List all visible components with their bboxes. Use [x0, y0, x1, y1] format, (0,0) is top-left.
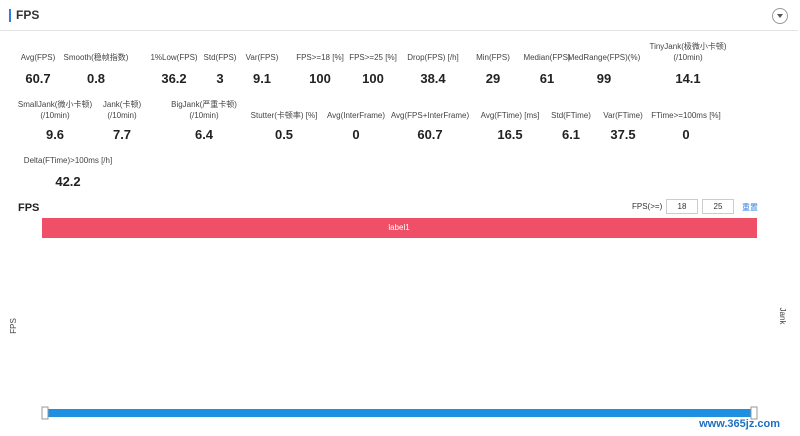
metric-value: 3 — [216, 71, 224, 86]
metric-value: 14.1 — [675, 71, 701, 86]
metric-label: FPS>=18 [%] — [296, 53, 344, 62]
metric-value: 16.5 — [497, 127, 523, 142]
metric-value: 42.2 — [55, 174, 81, 189]
metric-label: MedRange(FPS)(%) — [567, 53, 641, 62]
metric-label: SmallJank(微小卡顿) (/10min) — [17, 100, 93, 120]
title-accent — [9, 9, 11, 22]
metric-value: 38.4 — [420, 71, 446, 86]
band-label: label1 — [388, 223, 410, 232]
metric-label: Delta(FTime)>100ms [/h] — [23, 156, 113, 165]
metric-label: Avg(FPS+InterFrame) — [390, 111, 470, 120]
metric-label: Avg(FTime) [ms] — [480, 111, 540, 120]
threshold-input[interactable]: 25 — [702, 199, 734, 214]
metric-label: Std(FPS) — [203, 53, 237, 62]
metric-value: 0.5 — [274, 127, 294, 142]
y2-axis-label: Jank — [778, 308, 787, 326]
metric-value: 36.2 — [161, 71, 187, 86]
metric-value: 6.1 — [561, 127, 581, 142]
metric-label: Std(FTime) — [551, 111, 591, 120]
metric-label: Drop(FPS) [/h] — [407, 53, 459, 62]
metric-value: 37.5 — [610, 127, 636, 142]
metric-value: 0 — [352, 127, 360, 142]
metric-label: Jank(卡顿) (/10min) — [102, 100, 142, 120]
metric-label: Min(FPS) — [476, 53, 510, 62]
metric-value: 9.1 — [252, 71, 272, 86]
metric-label: Var(FPS) — [245, 53, 279, 62]
y-axis-label: FPS — [9, 318, 18, 334]
metric-label: FPS>=25 [%] — [349, 53, 397, 62]
metric-label: Stutter(卡顿率) [%] — [250, 111, 318, 120]
metric-value: 99 — [596, 71, 612, 86]
metric-label: 1%Low(FPS) — [150, 53, 198, 62]
metric-value: 7.7 — [112, 127, 132, 142]
metric-value: 6.4 — [194, 127, 214, 142]
metric-label: BigJank(严重卡顿) (/10min) — [171, 100, 237, 120]
scroll-handle[interactable] — [750, 406, 758, 420]
threshold-input[interactable]: 18 — [666, 199, 698, 214]
site-watermark: www.365jz.com — [698, 418, 780, 430]
metric-value: 0 — [682, 127, 690, 142]
metric-value: 60.7 — [25, 71, 51, 86]
metric-label: Avg(InterFrame) — [326, 111, 386, 120]
metric-label: Avg(FPS) — [20, 53, 56, 62]
metric-label: Smooth(稳帧指数) — [63, 53, 129, 62]
metric-label: Median(FPS) — [523, 53, 571, 62]
label-band — [42, 218, 757, 238]
chart-title: FPS — [18, 202, 39, 214]
header — [0, 0, 798, 31]
metric-label: TinyJank(极微小卡顿) (/10min) — [649, 42, 727, 62]
metric-value: 61 — [539, 71, 555, 86]
metric-value: 29 — [485, 71, 501, 86]
scroll-handle[interactable] — [41, 406, 49, 420]
metric-value: 60.7 — [417, 127, 443, 142]
scroll-range[interactable] — [44, 409, 755, 417]
metric-label: FTime>=100ms [%] — [651, 111, 721, 120]
reset-button[interactable]: 重置 — [742, 203, 758, 212]
metric-label: Var(FTime) — [603, 111, 643, 120]
metric-value: 9.6 — [45, 127, 65, 142]
metric-value: 0.8 — [86, 71, 106, 86]
metric-value: 100 — [309, 71, 331, 86]
metric-value: 100 — [362, 71, 384, 86]
fps-threshold-label: FPS(>=) — [632, 202, 663, 211]
header-title: FPS — [16, 8, 40, 22]
